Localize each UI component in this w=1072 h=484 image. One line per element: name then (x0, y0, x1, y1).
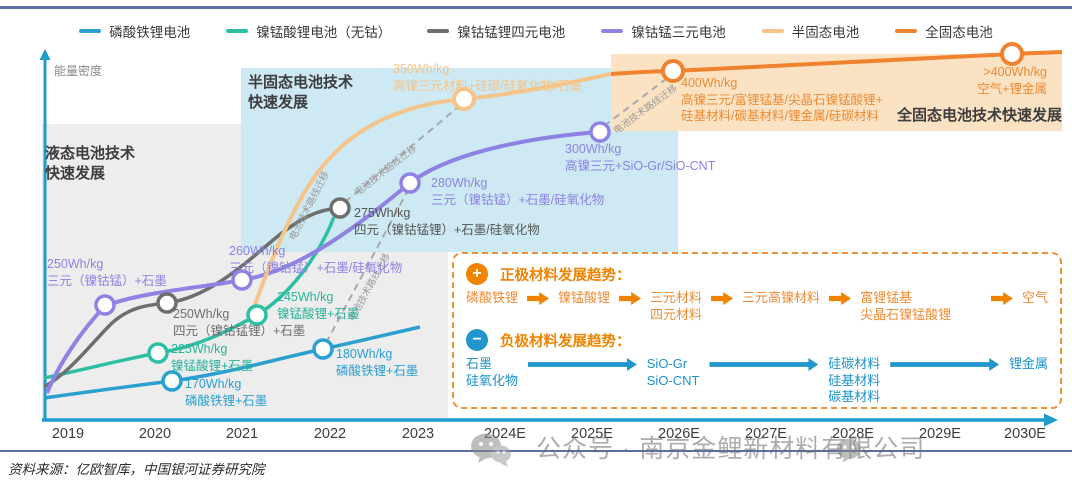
plus-icon: + (466, 263, 488, 285)
liquid-region-label: 液态电池技术 快速发展 (45, 145, 136, 182)
x-tick-2023: 2023 (401, 426, 435, 442)
x-tick-2028e: 2028E (832, 426, 874, 442)
annotation-ncm-250: 250Wh/kg 三元（镍钴锰）+石墨 (47, 257, 167, 288)
right-arrow-icon (829, 292, 852, 305)
legend-swatch-lfp (79, 29, 102, 33)
annotation-quaternary-275: 275Wh/kg 四元（镍钴锰锂）+石墨/硅氧化物 (354, 206, 540, 237)
legend-swatch-lnmo (226, 29, 249, 33)
anode-trend-chain: 石墨 硅氧化物 SiO-Gr SiO-CNT 硅碳材料 硅基材料 碳基材料 锂金… (466, 356, 1048, 406)
all-solid-region-label: 全固态电池技术快速发展 (897, 107, 1063, 124)
minus-icon: − (466, 329, 488, 351)
legend-label-quaternary: 镍钴锰锂四元电池 (457, 25, 566, 40)
right-arrow-icon (990, 292, 1013, 305)
cathode-title-row: + 正极材料发展趋势： (466, 263, 1048, 285)
x-tick-2022: 2022 (313, 426, 347, 442)
wechat-icon (471, 433, 511, 467)
legend-item-lfp: 磷酸铁锂电池 (79, 21, 190, 41)
anode-step-graphite: 石墨 硅氧化物 (466, 356, 519, 388)
y-axis-label: 能量密度 (54, 64, 103, 78)
anode-step-silicon-carbon: 硅碳材料 硅基材料 碳基材料 (828, 356, 881, 404)
material-trend-box: + 正极材料发展趋势： 磷酸铁锂 镍锰酸锂 三元材料 四元材料 三元高镍材料 富… (452, 252, 1062, 409)
legend-item-quaternary: 镍钴锰锂四元电池 (427, 21, 565, 41)
right-arrow-icon (709, 358, 819, 371)
x-tick-2025e: 2025E (571, 426, 613, 442)
annotation-semi-350: 350Wh/kg 高镍三元材料+硅碳/硅氧化物/石墨 (393, 62, 583, 93)
legend-swatch-all-solid (895, 29, 918, 33)
right-arrow-icon (711, 292, 734, 305)
semi-solid-region-label: 半固态电池技术 快速发展 (248, 74, 354, 111)
annotation-ncm-260: 260Wh/kg 三元（镍钴锰）+石墨/硅氧化物 (229, 244, 403, 275)
legend-label-all-solid: 全固态电池 (925, 25, 993, 40)
legend-label-lfp: 磷酸铁锂电池 (109, 25, 191, 40)
legend-item-semi-solid: 半固态电池 (761, 21, 860, 41)
x-tick-2026e: 2026E (658, 426, 700, 442)
x-axis-arrow-icon (1044, 413, 1058, 427)
right-arrow-icon (890, 358, 999, 371)
annotation-lfp-180: 180Wh/kg 磷酸铁锂+石墨 (336, 347, 419, 378)
right-arrow-icon (619, 292, 642, 305)
x-tick-2021: 2021 (225, 426, 259, 442)
cathode-step-lnmo: 镍锰酸锂 (558, 290, 611, 305)
legend-swatch-ncm (601, 29, 624, 33)
cathode-step-ternary: 三元材料 四元材料 (650, 290, 703, 322)
cathode-trend-title: 正极材料发展趋势： (500, 267, 631, 284)
annotation-lfp-170: 170Wh/kg 磷酸铁锂+石墨 (185, 377, 268, 408)
right-arrow-icon (527, 292, 550, 305)
anode-step-li-metal: 锂金属 (1009, 356, 1049, 371)
wechat-icon (836, 438, 862, 463)
legend-item-all-solid: 全固态电池 (895, 21, 993, 41)
y-axis-arrow-icon (39, 49, 51, 60)
cathode-step-lfp: 磷酸铁锂 (466, 290, 519, 305)
anode-step-sio: SiO-Gr SiO-CNT (646, 356, 700, 388)
annotation-lnmo-245: 245Wh/kg 镍锰酸锂+石墨 (277, 290, 360, 321)
bottom-rule (0, 450, 1072, 452)
annotation-solid-400plus: >400Wh/kg 空气+锂金属 (977, 65, 1047, 96)
x-tick-2019: 2019 (51, 426, 85, 442)
annotation-solid-400: 400Wh/kg 高镍三元/富锂锰基/尖晶石镍锰酸锂+ 硅基材料/碳基材料/锂金… (681, 76, 883, 123)
legend-swatch-semi-solid (761, 29, 784, 33)
x-tick-2030e: 2030E (1004, 426, 1046, 442)
anode-trend-title: 负极材料发展趋势： (500, 333, 631, 350)
legend-label-semi-solid: 半固态电池 (791, 25, 860, 40)
cathode-step-li-rich: 富锂锰基 尖晶石镍锰酸锂 (860, 290, 952, 322)
annotation-ncm-300: 300Wh/kg 高镍三元+SiO-Gr/SiO-CNT (565, 142, 716, 173)
annotation-lnmo-225: 225Wh/kg 镍锰酸锂+石墨 (171, 342, 254, 373)
cathode-step-high-nickel: 三元高镍材料 (742, 290, 821, 305)
right-arrow-icon (528, 358, 637, 371)
x-tick-2027e: 2027E (745, 426, 787, 442)
top-rule (0, 6, 1072, 9)
source-note: 资料来源：亿欧智库，中国银河证券研究院 (8, 462, 265, 477)
cathode-trend-chain: 磷酸铁锂 镍锰酸锂 三元材料 四元材料 三元高镍材料 富锂锰基 尖晶石镍锰酸锂 … (466, 290, 1048, 323)
legend-item-lnmo: 镍锰酸锂电池（无钴） (226, 21, 391, 41)
cathode-step-air: 空气 (1021, 290, 1048, 305)
anode-title-row: − 负极材料发展趋势： (466, 329, 1048, 351)
annotation-ncm-280: 280Wh/kg 三元（镍钴锰）+石墨/硅氧化物 (431, 176, 605, 207)
x-tick-2029e: 2029E (919, 426, 961, 442)
chart-legend: 磷酸铁锂电池 镍锰酸锂电池（无钴） 镍钴锰锂四元电池 镍钴锰三元电池 半固态电池… (0, 21, 1072, 41)
legend-item-ncm: 镍钴锰三元电池 (601, 21, 726, 41)
x-tick-2020: 2020 (138, 426, 172, 442)
legend-label-ncm: 镍钴锰三元电池 (631, 25, 726, 40)
legend-swatch-quaternary (427, 29, 450, 33)
legend-label-lnmo: 镍锰酸锂电池（无钴） (256, 25, 392, 40)
